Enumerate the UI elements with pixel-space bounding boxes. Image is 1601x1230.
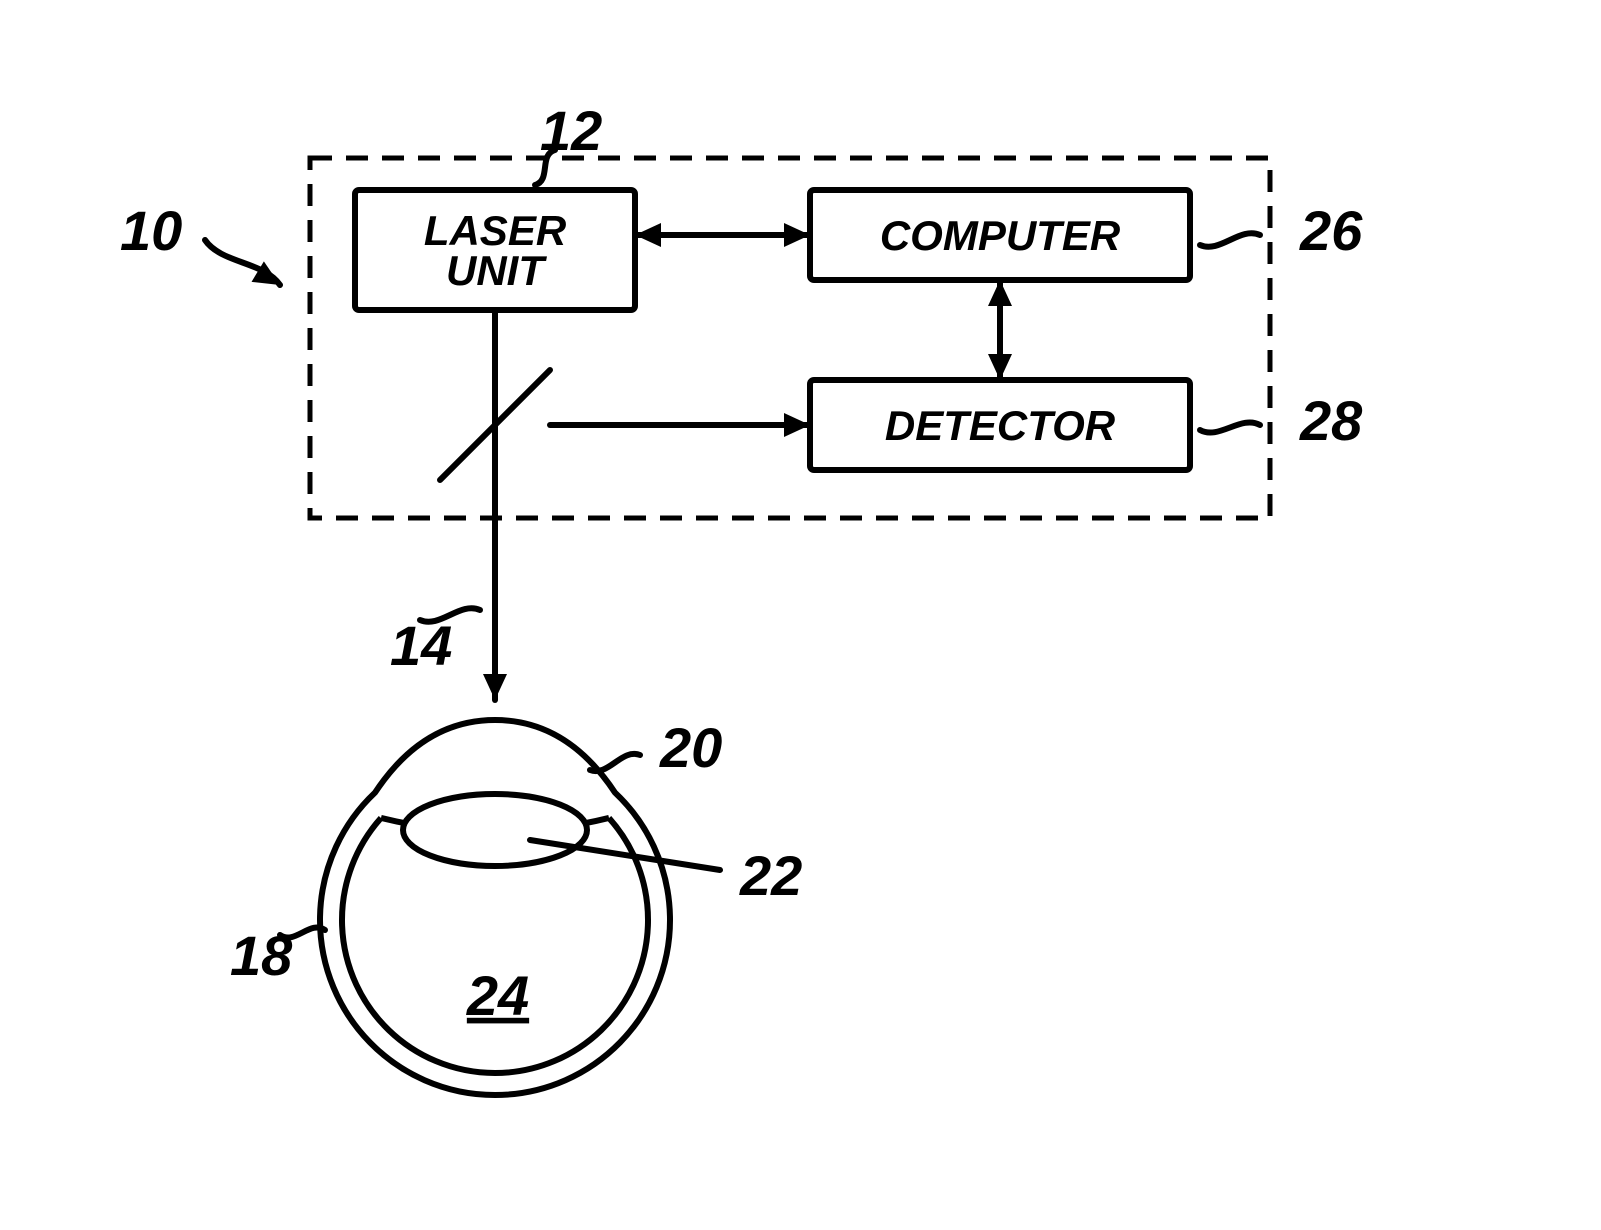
laser-label: UNIT [446, 247, 547, 294]
ref-num-10: 10 [120, 199, 182, 262]
eye-outer [320, 720, 670, 1095]
ref-num-22: 22 [739, 844, 802, 907]
ref-num-26: 26 [1299, 199, 1363, 262]
computer-label: COMPUTER [880, 212, 1121, 259]
detector-label: DETECTOR [885, 402, 1116, 449]
ref-num-28: 28 [1299, 389, 1363, 452]
eye-lens [403, 794, 587, 866]
ref-num-18: 18 [230, 924, 293, 987]
ref-num-24: 24 [466, 964, 529, 1027]
ref-num-20: 20 [659, 716, 722, 779]
